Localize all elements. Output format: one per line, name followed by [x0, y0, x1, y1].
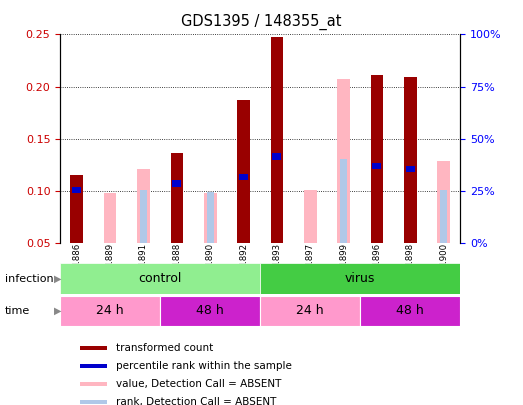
Text: GSM61891: GSM61891 — [139, 243, 148, 290]
Text: 24 h: 24 h — [297, 304, 324, 318]
Text: GSM61897: GSM61897 — [306, 243, 315, 290]
Bar — [207, 192, 214, 243]
Bar — [406, 188, 414, 243]
Bar — [404, 77, 416, 243]
Bar — [81, 400, 107, 403]
Bar — [337, 79, 350, 243]
Text: GSM61892: GSM61892 — [239, 243, 248, 290]
Text: GSM61893: GSM61893 — [272, 243, 281, 290]
Bar — [237, 100, 250, 243]
Bar — [71, 175, 83, 243]
Bar — [239, 174, 248, 181]
Text: GSM61888: GSM61888 — [173, 243, 181, 290]
Text: GDS1395 / 148355_at: GDS1395 / 148355_at — [181, 14, 342, 30]
Bar — [270, 36, 283, 243]
Bar — [440, 190, 447, 243]
Bar — [60, 296, 160, 326]
Bar — [304, 190, 316, 243]
Bar — [104, 193, 117, 243]
Bar — [406, 166, 415, 172]
Text: transformed count: transformed count — [117, 343, 214, 353]
Text: GSM61899: GSM61899 — [339, 243, 348, 290]
Text: rank, Detection Call = ABSENT: rank, Detection Call = ABSENT — [117, 396, 277, 405]
Bar — [81, 346, 107, 350]
Bar — [137, 169, 150, 243]
Bar — [260, 296, 360, 326]
Text: GSM61886: GSM61886 — [72, 243, 81, 290]
Bar — [360, 296, 460, 326]
Bar — [170, 153, 183, 243]
Text: GSM61890: GSM61890 — [206, 243, 214, 290]
Bar — [173, 181, 181, 187]
Text: value, Detection Call = ABSENT: value, Detection Call = ABSENT — [117, 379, 282, 389]
Text: 48 h: 48 h — [196, 304, 224, 318]
Bar — [272, 153, 281, 160]
Bar — [372, 163, 381, 169]
Text: 48 h: 48 h — [396, 304, 424, 318]
Bar — [60, 263, 260, 294]
Bar — [340, 158, 347, 243]
Text: time: time — [5, 306, 30, 316]
Text: GSM61896: GSM61896 — [372, 243, 381, 290]
Text: ▶: ▶ — [54, 306, 61, 316]
Text: GSM61889: GSM61889 — [106, 243, 115, 290]
Bar — [140, 190, 147, 243]
Text: control: control — [139, 272, 182, 285]
Text: GSM61898: GSM61898 — [406, 243, 415, 290]
Text: infection: infection — [5, 274, 54, 284]
Bar — [72, 187, 81, 193]
Bar — [437, 161, 450, 243]
Bar — [81, 364, 107, 368]
Text: percentile rank within the sample: percentile rank within the sample — [117, 361, 292, 371]
Bar — [260, 263, 460, 294]
Text: GSM61900: GSM61900 — [439, 243, 448, 290]
Bar — [371, 75, 383, 243]
Text: ▶: ▶ — [54, 274, 61, 284]
Bar — [204, 193, 217, 243]
Bar — [81, 382, 107, 386]
Bar — [160, 296, 260, 326]
Text: 24 h: 24 h — [96, 304, 124, 318]
Text: virus: virus — [345, 272, 376, 285]
